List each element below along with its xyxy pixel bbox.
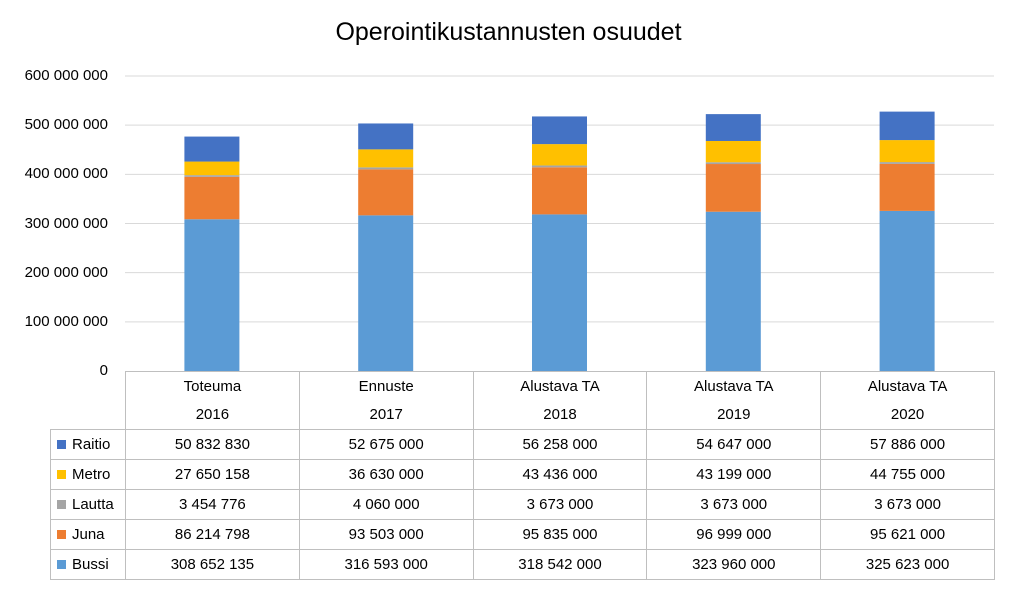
category-label: Alustava TA 2019 bbox=[646, 371, 822, 430]
y-tick-label: 200 000 000 bbox=[24, 263, 108, 281]
data-value: 54 647 000 bbox=[646, 429, 822, 460]
series-name: Lautta bbox=[72, 496, 114, 513]
table-corner bbox=[50, 371, 126, 430]
data-value: 56 258 000 bbox=[472, 429, 648, 460]
series-name: Bussi bbox=[72, 556, 109, 573]
legend-entry: Juna bbox=[50, 519, 126, 550]
bar-segment-lautta bbox=[358, 167, 414, 170]
category-label-line1: Toteuma bbox=[183, 377, 242, 395]
series-name: Raitio bbox=[72, 436, 111, 453]
data-value: 27 650 158 bbox=[125, 459, 300, 490]
data-value: 316 593 000 bbox=[298, 549, 474, 580]
data-value: 96 999 000 bbox=[646, 519, 822, 550]
y-tick-label: 600 000 000 bbox=[24, 67, 108, 84]
legend-key bbox=[57, 440, 66, 449]
data-value: 3 454 776 bbox=[125, 489, 300, 520]
data-value: 95 835 000 bbox=[472, 519, 648, 550]
series-name: Metro bbox=[72, 466, 111, 483]
legend-entry: Bussi bbox=[50, 549, 126, 580]
y-tick-label: 300 000 000 bbox=[24, 214, 108, 232]
y-tick-label: 500 000 000 bbox=[24, 116, 108, 134]
category-label-line1: Alustava TA bbox=[867, 377, 948, 395]
bar-segment-juna bbox=[358, 169, 414, 216]
data-value: 308 652 135 bbox=[125, 549, 300, 580]
y-tick-label: 400 000 000 bbox=[24, 165, 108, 183]
data-value: 52 675 000 bbox=[298, 429, 474, 460]
category-label: Alustava TA 2018 bbox=[472, 371, 648, 430]
y-tick-label: 0 bbox=[99, 362, 108, 379]
bar-segment-bussi bbox=[184, 219, 240, 371]
chart-title: Operointikustannusten osuudet bbox=[335, 18, 682, 46]
bar-segment-bussi bbox=[705, 211, 761, 371]
bar-segment-lautta bbox=[184, 175, 240, 177]
data-value: 3 673 000 bbox=[646, 489, 822, 520]
legend-key bbox=[57, 470, 66, 479]
bar-segment-raitio bbox=[358, 123, 414, 150]
data-value: 3 673 000 bbox=[820, 489, 995, 520]
bar-segment-bussi bbox=[532, 214, 587, 371]
bar-segment-raitio bbox=[184, 136, 240, 162]
category-label: Alustava TA 2020 bbox=[820, 371, 995, 430]
data-value: 318 542 000 bbox=[472, 549, 648, 580]
bar-segment-juna bbox=[532, 167, 587, 215]
bar-segment-raitio bbox=[879, 111, 935, 141]
bar-segment-lautta bbox=[705, 162, 761, 165]
table-row-juna: Juna 86 214 798 93 503 000 95 835 000 96 999… bbox=[50, 519, 995, 550]
legend-entry: Lautta bbox=[50, 489, 126, 520]
bar-segment-metro bbox=[532, 144, 587, 166]
bar-segment-juna bbox=[879, 163, 935, 211]
legend-entry: Metro bbox=[50, 459, 126, 490]
data-value: 44 755 000 bbox=[820, 459, 995, 490]
table-row-metro: Metro 27 650 158 36 630 000 43 436 000 43 19… bbox=[50, 459, 995, 490]
category-label-line2: 2016 bbox=[195, 405, 230, 423]
data-value: 325 623 000 bbox=[820, 549, 995, 580]
bar-segment-raitio bbox=[705, 114, 761, 141]
bar-segment-juna bbox=[705, 164, 761, 212]
table-row-lautta: Lautta 3 454 776 4 060 000 3 673 000 3 673 0… bbox=[50, 489, 995, 520]
data-value: 323 960 000 bbox=[646, 549, 822, 580]
table-row-bussi: Bussi 308 652 135 316 593 000 318 542 000 32… bbox=[50, 549, 995, 580]
bar-segment-metro bbox=[879, 140, 935, 163]
bar-segment-juna bbox=[184, 176, 240, 220]
table-row-raitio: Raitio 50 832 830 52 675 000 56 258 000 54 6… bbox=[50, 429, 995, 460]
data-value: 4 060 000 bbox=[298, 489, 474, 520]
y-tick-label: 100 000 000 bbox=[24, 312, 108, 330]
data-value: 43 199 000 bbox=[646, 459, 822, 490]
data-value: 43 436 000 bbox=[472, 459, 648, 490]
legend-key bbox=[57, 560, 66, 569]
bar-segment-lautta bbox=[879, 162, 935, 164]
bar-segment-metro bbox=[358, 149, 414, 168]
series-name: Juna bbox=[72, 526, 105, 543]
category-label-line1: Alustava TA bbox=[520, 377, 600, 395]
data-value: 86 214 798 bbox=[125, 519, 300, 550]
bar-segment-raitio bbox=[532, 116, 587, 145]
data-value: 95 621 000 bbox=[820, 519, 995, 550]
legend-key bbox=[57, 500, 66, 509]
bar-segment-bussi bbox=[358, 215, 414, 371]
category-label-line2: 2019 bbox=[717, 405, 751, 423]
legend-key bbox=[57, 530, 66, 539]
bar-segment-lautta bbox=[532, 165, 587, 168]
data-value: 3 673 000 bbox=[472, 489, 648, 520]
category-label: Toteuma 2016 bbox=[125, 371, 300, 430]
bar-segment-bussi bbox=[879, 210, 935, 371]
legend-entry: Raitio bbox=[50, 429, 126, 460]
data-value: 93 503 000 bbox=[298, 519, 474, 550]
category-label-line2: 2020 bbox=[890, 405, 925, 423]
category-label-line1: Alustava TA bbox=[694, 377, 774, 395]
category-header-row: Toteuma 2016 Ennuste 2017 Alustava TA 2018 Alu… bbox=[50, 371, 995, 430]
data-table: Toteuma 2016 Ennuste 2017 Alustava TA 2018 Alu… bbox=[50, 371, 995, 580]
data-value: 57 886 000 bbox=[820, 429, 995, 460]
category-label-line2: 2017 bbox=[369, 405, 403, 423]
bar-segment-metro bbox=[705, 140, 761, 163]
category-label-line2: 2018 bbox=[543, 405, 577, 423]
category-label-line1: Ennuste bbox=[358, 377, 414, 395]
category-label: Ennuste 2017 bbox=[298, 371, 474, 430]
bar-segment-metro bbox=[184, 161, 240, 176]
data-value: 50 832 830 bbox=[125, 429, 300, 460]
data-value: 36 630 000 bbox=[298, 459, 474, 490]
